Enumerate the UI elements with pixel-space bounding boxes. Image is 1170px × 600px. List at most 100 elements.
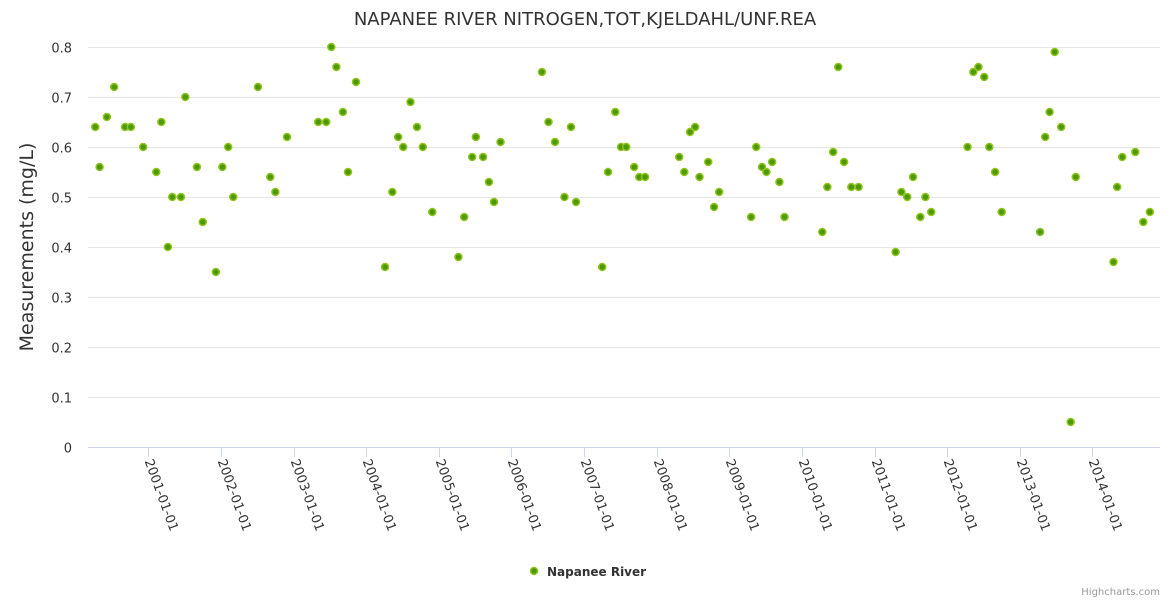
data-point[interactable] [1071, 172, 1081, 182]
credits-link[interactable]: Highcharts.com [1081, 587, 1160, 598]
data-point[interactable] [313, 117, 323, 127]
data-point[interactable] [181, 92, 190, 102]
data-point[interactable] [703, 157, 713, 167]
data-point[interactable] [780, 212, 789, 222]
data-point[interactable] [327, 42, 336, 52]
data-point[interactable] [1131, 147, 1140, 157]
data-point[interactable] [95, 162, 104, 172]
data-point[interactable] [1145, 207, 1155, 217]
data-point[interactable] [839, 157, 849, 167]
data-point[interactable] [282, 132, 292, 142]
data-point[interactable] [454, 252, 463, 262]
data-point[interactable] [834, 62, 843, 72]
data-point[interactable] [767, 157, 777, 167]
data-point[interactable] [550, 137, 560, 147]
data-point[interactable] [109, 82, 119, 92]
data-point[interactable] [478, 152, 488, 162]
data-point[interactable] [192, 162, 202, 172]
data-point[interactable] [266, 172, 275, 182]
data-point[interactable] [926, 207, 936, 217]
data-point[interactable] [921, 192, 930, 202]
data-point[interactable] [680, 167, 689, 177]
data-point[interactable] [484, 177, 494, 187]
data-point[interactable] [603, 167, 613, 177]
data-point[interactable] [1109, 257, 1118, 267]
data-point[interactable] [629, 162, 639, 172]
legend-label[interactable]: Napanee River [547, 565, 646, 579]
data-point[interactable] [695, 172, 704, 182]
data-point[interactable] [393, 132, 403, 142]
data-point[interactable] [1117, 152, 1127, 162]
data-point[interactable] [714, 187, 724, 197]
data-point[interactable] [157, 117, 166, 127]
data-point[interactable] [709, 202, 719, 212]
data-point[interactable] [990, 167, 1000, 177]
data-point[interactable] [1139, 217, 1148, 227]
data-point[interactable] [1112, 182, 1122, 192]
data-point[interactable] [1035, 227, 1045, 237]
data-point[interactable] [496, 137, 505, 147]
data-point[interactable] [916, 212, 925, 222]
data-point[interactable] [1040, 132, 1050, 142]
data-point[interactable] [685, 127, 695, 137]
data-point[interactable] [897, 187, 906, 197]
data-point[interactable] [176, 192, 186, 202]
data-point[interactable] [597, 262, 607, 272]
data-point[interactable] [979, 72, 989, 82]
data-point[interactable] [163, 242, 173, 252]
data-point[interactable] [102, 112, 112, 122]
data-point[interactable] [674, 152, 684, 162]
data-point[interactable] [854, 182, 863, 192]
data-point[interactable] [823, 182, 832, 192]
data-point[interactable] [271, 187, 280, 197]
data-point[interactable] [489, 197, 499, 207]
data-point[interactable] [690, 122, 700, 132]
data-point[interactable] [167, 192, 177, 202]
data-point[interactable] [211, 267, 221, 277]
data-point[interactable] [223, 142, 233, 152]
data-point[interactable] [997, 207, 1006, 217]
data-point[interactable] [229, 192, 238, 202]
data-point[interactable] [974, 62, 983, 72]
data-point[interactable] [91, 122, 100, 132]
data-point[interactable] [321, 117, 331, 127]
data-point[interactable] [152, 167, 161, 177]
data-point[interactable] [1045, 107, 1054, 117]
data-point[interactable] [751, 142, 761, 152]
data-point[interactable] [138, 142, 148, 152]
data-point[interactable] [1050, 47, 1059, 57]
data-point[interactable] [253, 82, 263, 92]
data-point[interactable] [762, 167, 771, 177]
data-point[interactable] [818, 227, 827, 237]
data-point[interactable] [891, 247, 900, 257]
data-point[interactable] [467, 152, 477, 162]
data-point[interactable] [985, 142, 994, 152]
data-point[interactable] [611, 107, 620, 117]
data-point[interactable] [126, 122, 136, 132]
legend-item[interactable]: Napanee River [529, 565, 647, 579]
data-point[interactable] [1056, 122, 1066, 132]
data-point[interactable] [380, 262, 390, 272]
data-point[interactable] [398, 142, 408, 152]
data-point[interactable] [218, 162, 227, 172]
data-point[interactable] [198, 217, 208, 227]
data-point[interactable] [537, 67, 547, 77]
data-point[interactable] [428, 207, 437, 217]
data-point[interactable] [775, 177, 784, 187]
data-point[interactable] [746, 212, 756, 222]
data-point[interactable] [828, 147, 838, 157]
data-point[interactable] [640, 172, 650, 182]
data-point[interactable] [621, 142, 631, 152]
data-point[interactable] [1066, 417, 1075, 427]
data-point[interactable] [963, 142, 972, 152]
data-point[interactable] [471, 132, 481, 142]
data-point[interactable] [406, 97, 415, 107]
data-point[interactable] [418, 142, 428, 152]
data-point[interactable] [903, 192, 912, 202]
data-point[interactable] [338, 107, 348, 117]
data-point[interactable] [459, 212, 469, 222]
data-point[interactable] [571, 197, 581, 207]
data-point[interactable] [343, 167, 353, 177]
data-point[interactable] [847, 182, 856, 192]
data-point[interactable] [332, 62, 341, 72]
